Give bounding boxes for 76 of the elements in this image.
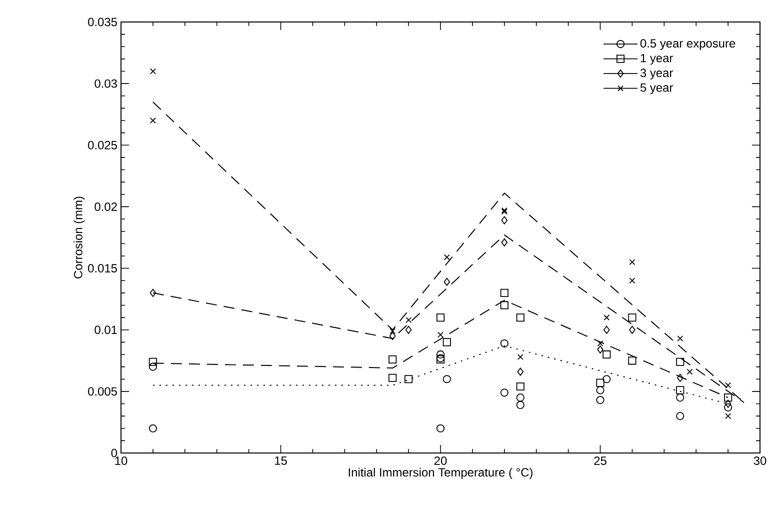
legend-label: 3 year bbox=[640, 68, 673, 80]
point bbox=[150, 288, 156, 297]
point bbox=[516, 382, 524, 391]
x-tick-label: 30 bbox=[754, 456, 766, 465]
point bbox=[628, 356, 636, 365]
y-tick-label: 0.005 bbox=[88, 387, 117, 396]
point bbox=[517, 354, 524, 360]
point bbox=[516, 394, 524, 402]
x-tick-label: 15 bbox=[275, 456, 287, 465]
point bbox=[629, 259, 636, 266]
point bbox=[404, 375, 413, 384]
point bbox=[148, 358, 157, 366]
point bbox=[517, 368, 524, 376]
point bbox=[603, 326, 610, 334]
point bbox=[436, 350, 445, 359]
point bbox=[388, 374, 397, 382]
point bbox=[676, 374, 684, 382]
point bbox=[438, 332, 444, 338]
point bbox=[148, 424, 157, 432]
point bbox=[724, 400, 732, 408]
point bbox=[516, 400, 524, 410]
point bbox=[442, 338, 451, 346]
legend-label: 5 year bbox=[640, 83, 673, 94]
point bbox=[500, 339, 508, 348]
point bbox=[596, 386, 604, 394]
point bbox=[602, 375, 611, 384]
point bbox=[676, 412, 684, 420]
legend-label: 1 year bbox=[640, 54, 673, 65]
point bbox=[725, 382, 732, 388]
point bbox=[596, 396, 604, 404]
y-tick-label: 0.015 bbox=[88, 264, 117, 273]
point bbox=[442, 375, 451, 384]
point bbox=[604, 314, 610, 321]
point bbox=[406, 317, 412, 323]
point bbox=[148, 362, 157, 371]
point bbox=[686, 368, 693, 375]
point bbox=[388, 355, 397, 364]
point bbox=[150, 68, 156, 74]
x-axis-title: Initial Immersion Temperature ( °C) bbox=[348, 468, 532, 479]
point bbox=[677, 335, 684, 342]
point bbox=[436, 424, 445, 432]
x-tick-label: 20 bbox=[434, 456, 447, 465]
point bbox=[629, 278, 636, 284]
point bbox=[501, 216, 508, 224]
point bbox=[628, 313, 636, 322]
point bbox=[444, 254, 450, 260]
point bbox=[405, 326, 412, 334]
x-tick-label: 25 bbox=[594, 456, 606, 465]
point bbox=[389, 332, 396, 340]
point bbox=[436, 313, 445, 322]
y-tick-label: 0.01 bbox=[94, 326, 117, 334]
point bbox=[150, 118, 156, 124]
point bbox=[676, 358, 684, 366]
point bbox=[602, 350, 611, 359]
point bbox=[725, 413, 732, 420]
y-tick-label: 0.035 bbox=[88, 18, 117, 26]
y-axis-title: Corrosion (mm) bbox=[74, 196, 85, 278]
point bbox=[500, 388, 508, 397]
point bbox=[500, 288, 508, 297]
y-tick-label: 0.025 bbox=[88, 140, 117, 150]
point bbox=[629, 326, 636, 334]
point bbox=[596, 378, 604, 387]
point bbox=[501, 238, 508, 246]
point bbox=[676, 386, 684, 394]
point bbox=[724, 394, 732, 402]
point bbox=[516, 313, 524, 322]
y-tick-label: 0.03 bbox=[94, 79, 117, 88]
point bbox=[500, 301, 508, 310]
line-series bbox=[152, 300, 729, 398]
point bbox=[724, 403, 732, 412]
y-tick-label: 0 bbox=[111, 448, 118, 458]
y-tick-label: 0.02 bbox=[94, 202, 117, 211]
point bbox=[676, 394, 684, 402]
x-tick-label: 10 bbox=[115, 456, 128, 465]
point bbox=[444, 278, 450, 286]
legend-label: 0.5 year exposure bbox=[640, 39, 736, 50]
